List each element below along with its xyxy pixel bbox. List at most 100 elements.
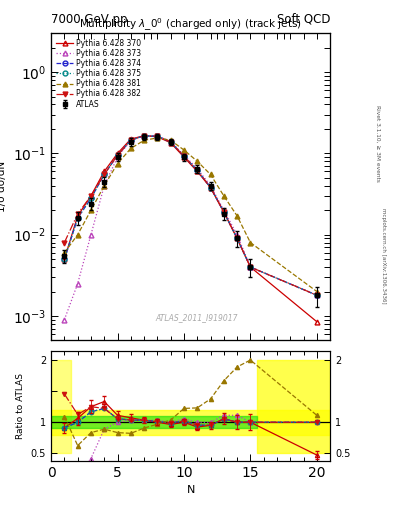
Pythia 6.428 381 (182, 147, 186, 153)
Pythia 6.428 374 (75, 215, 80, 221)
Pythia 6.428 373 (115, 154, 120, 160)
Pythia 6.428 375 (195, 167, 200, 174)
Pythia 6.428 370 (88, 193, 93, 199)
Pythia 6.428 382 (142, 133, 147, 139)
X-axis label: N: N (186, 485, 195, 495)
Pythia 6.428 381 (129, 145, 133, 152)
Pythia 6.428 373 (62, 316, 67, 323)
Pythia 6.428 370 (115, 151, 120, 157)
Pythia 6.428 370 (208, 184, 213, 190)
Pythia 6.428 382 (155, 133, 160, 139)
Pythia 6.428 374 (102, 172, 107, 178)
Pythia 6.428 375 (248, 264, 253, 270)
Pythia 6.428 373 (314, 292, 319, 298)
Pythia 6.428 370 (222, 209, 226, 215)
Pythia 6.428 375 (208, 184, 213, 190)
Pythia 6.428 381 (314, 288, 319, 294)
Pythia 6.428 381 (168, 137, 173, 143)
Pythia 6.428 381 (195, 158, 200, 164)
Pythia 6.428 382 (182, 153, 186, 159)
Line: Pythia 6.428 373: Pythia 6.428 373 (62, 133, 319, 322)
Text: Soft QCD: Soft QCD (277, 13, 330, 26)
Pythia 6.428 370 (182, 154, 186, 160)
Pythia 6.428 374 (129, 137, 133, 143)
Pythia 6.428 373 (102, 183, 107, 189)
Pythia 6.428 374 (115, 152, 120, 158)
Pythia 6.428 373 (195, 165, 200, 172)
Pythia 6.428 375 (142, 133, 147, 139)
Pythia 6.428 375 (115, 152, 120, 158)
Pythia 6.428 373 (129, 137, 133, 143)
Pythia 6.428 370 (168, 140, 173, 146)
Pythia 6.428 370 (102, 168, 107, 175)
Pythia 6.428 382 (102, 172, 107, 178)
Pythia 6.428 374 (88, 195, 93, 201)
Pythia 6.428 381 (62, 250, 67, 256)
Pythia 6.428 370 (142, 133, 147, 139)
Text: ATLAS_2011_I919017: ATLAS_2011_I919017 (155, 313, 237, 322)
Pythia 6.428 374 (195, 167, 200, 174)
Pythia 6.428 375 (314, 292, 319, 298)
Pythia 6.428 370 (62, 256, 67, 262)
Pythia 6.428 382 (208, 184, 213, 190)
Pythia 6.428 382 (235, 236, 239, 242)
Pythia 6.428 373 (75, 281, 80, 287)
Pythia 6.428 375 (129, 137, 133, 143)
Pythia 6.428 370 (195, 168, 200, 175)
Pythia 6.428 382 (222, 209, 226, 215)
Pythia 6.428 382 (248, 264, 253, 270)
Line: Pythia 6.428 375: Pythia 6.428 375 (62, 133, 319, 297)
Pythia 6.428 382 (62, 240, 67, 246)
Pythia 6.428 374 (208, 184, 213, 190)
Pythia 6.428 375 (222, 209, 226, 215)
Line: Pythia 6.428 374: Pythia 6.428 374 (62, 133, 319, 297)
Y-axis label: Ratio to ATLAS: Ratio to ATLAS (16, 373, 25, 439)
Pythia 6.428 375 (88, 195, 93, 201)
Pythia 6.428 374 (155, 133, 160, 139)
Text: Rivet 3.1.10, ≥ 3M events: Rivet 3.1.10, ≥ 3M events (376, 105, 380, 182)
Pythia 6.428 381 (142, 137, 147, 143)
Text: mcplots.cern.ch [arXiv:1306.3436]: mcplots.cern.ch [arXiv:1306.3436] (381, 208, 386, 304)
Y-axis label: 1/σ dσ/dN: 1/σ dσ/dN (0, 161, 7, 212)
Pythia 6.428 373 (142, 133, 147, 139)
Pythia 6.428 370 (75, 213, 80, 219)
Pythia 6.428 382 (129, 137, 133, 143)
Pythia 6.428 373 (88, 231, 93, 238)
Legend: Pythia 6.428 370, Pythia 6.428 373, Pythia 6.428 374, Pythia 6.428 375, Pythia 6: Pythia 6.428 370, Pythia 6.428 373, Pyth… (55, 37, 143, 110)
Pythia 6.428 370 (314, 318, 319, 325)
Pythia 6.428 370 (129, 136, 133, 142)
Pythia 6.428 374 (248, 264, 253, 270)
Pythia 6.428 374 (62, 256, 67, 262)
Pythia 6.428 381 (75, 231, 80, 238)
Pythia 6.428 374 (314, 292, 319, 298)
Pythia 6.428 382 (314, 292, 319, 298)
Pythia 6.428 382 (115, 152, 120, 158)
Pythia 6.428 373 (155, 133, 160, 139)
Pythia 6.428 373 (235, 231, 239, 238)
Pythia 6.428 381 (222, 193, 226, 199)
Line: Pythia 6.428 381: Pythia 6.428 381 (62, 136, 319, 294)
Pythia 6.428 373 (168, 138, 173, 144)
Line: Pythia 6.428 370: Pythia 6.428 370 (62, 133, 319, 324)
Pythia 6.428 381 (208, 172, 213, 178)
Pythia 6.428 375 (182, 153, 186, 159)
Title: Multiplicity $\lambda\_0^0$ (charged only) (track jets): Multiplicity $\lambda\_0^0$ (charged onl… (79, 16, 302, 33)
Pythia 6.428 370 (248, 264, 253, 270)
Pythia 6.428 375 (155, 133, 160, 139)
Pythia 6.428 381 (88, 207, 93, 214)
Pythia 6.428 373 (248, 264, 253, 270)
Pythia 6.428 382 (195, 167, 200, 174)
Pythia 6.428 382 (75, 211, 80, 217)
Pythia 6.428 373 (208, 183, 213, 189)
Pythia 6.428 381 (248, 240, 253, 246)
Line: Pythia 6.428 382: Pythia 6.428 382 (62, 133, 319, 297)
Pythia 6.428 375 (102, 172, 107, 178)
Pythia 6.428 373 (182, 152, 186, 158)
Pythia 6.428 381 (115, 160, 120, 166)
Pythia 6.428 375 (75, 215, 80, 221)
Pythia 6.428 370 (155, 134, 160, 140)
Pythia 6.428 381 (155, 135, 160, 141)
Pythia 6.428 374 (235, 236, 239, 242)
Pythia 6.428 382 (168, 139, 173, 145)
Pythia 6.428 374 (168, 139, 173, 145)
